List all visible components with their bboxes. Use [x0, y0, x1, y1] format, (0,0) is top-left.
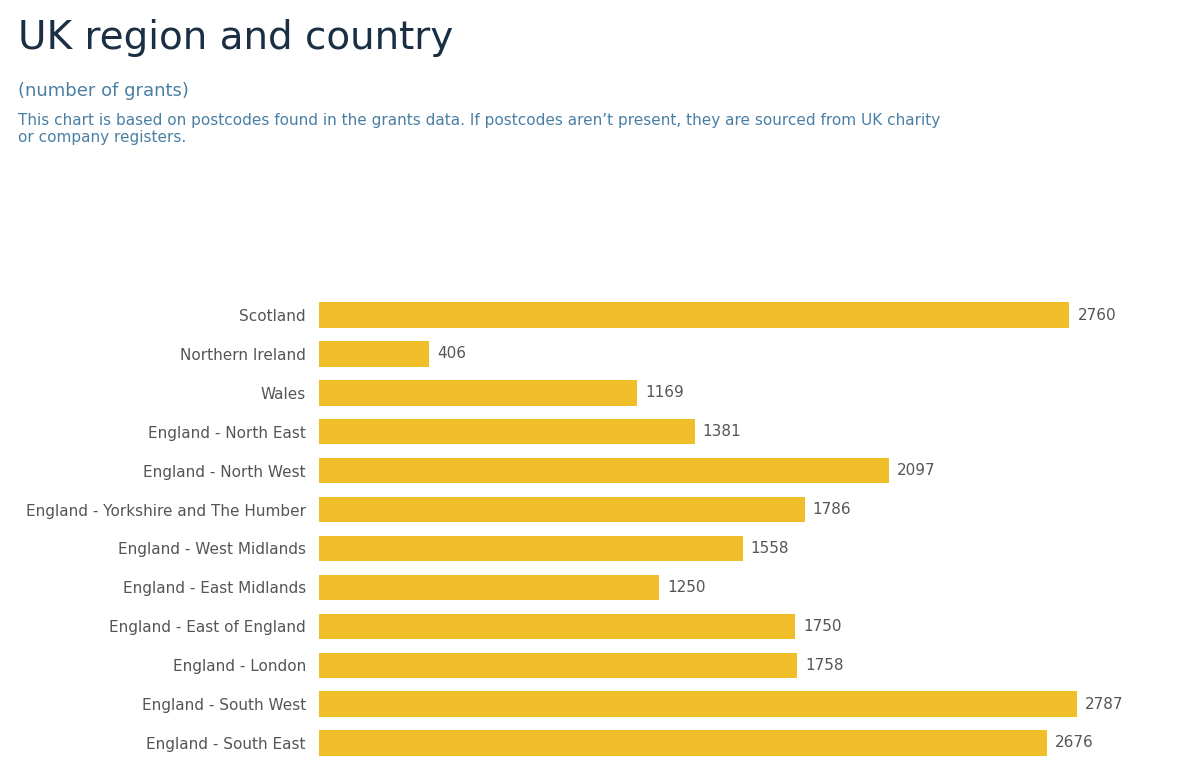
- Text: 2787: 2787: [1085, 696, 1123, 712]
- Bar: [319, 692, 1076, 717]
- Text: UK region and country: UK region and country: [18, 19, 454, 58]
- Text: 1250: 1250: [667, 580, 706, 595]
- Text: 406: 406: [437, 346, 467, 362]
- Bar: [319, 380, 637, 405]
- Text: 2097: 2097: [897, 463, 936, 478]
- Bar: [319, 575, 659, 600]
- Bar: [319, 653, 797, 678]
- Text: 1786: 1786: [813, 502, 851, 517]
- Text: 1169: 1169: [645, 385, 684, 401]
- Text: (number of grants): (number of grants): [18, 82, 189, 100]
- Bar: [319, 497, 804, 522]
- Text: 1381: 1381: [703, 424, 742, 440]
- Text: 1558: 1558: [751, 541, 790, 556]
- Bar: [319, 536, 743, 561]
- Text: 1758: 1758: [805, 657, 844, 673]
- Text: 1750: 1750: [803, 619, 842, 634]
- Text: This chart is based on postcodes found in the grants data. If postcodes aren’t p: This chart is based on postcodes found i…: [18, 113, 940, 145]
- Text: 2676: 2676: [1055, 735, 1093, 751]
- Bar: [319, 458, 890, 483]
- Bar: [319, 303, 1069, 328]
- Bar: [319, 614, 795, 639]
- Bar: [319, 419, 695, 444]
- Bar: [319, 731, 1046, 755]
- Bar: [319, 342, 430, 366]
- Text: 2760: 2760: [1078, 307, 1116, 323]
